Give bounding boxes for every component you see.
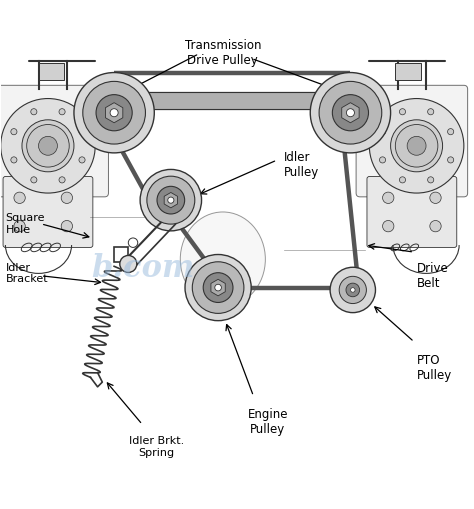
Circle shape — [79, 157, 85, 163]
Circle shape — [61, 220, 73, 232]
Circle shape — [391, 120, 443, 172]
Circle shape — [110, 109, 118, 117]
Circle shape — [350, 288, 355, 292]
Bar — [395, 63, 421, 79]
Circle shape — [380, 157, 386, 163]
Text: Transmission
Drive Pulley: Transmission Drive Pulley — [184, 40, 261, 68]
FancyBboxPatch shape — [3, 177, 93, 247]
Polygon shape — [164, 192, 177, 208]
Circle shape — [96, 95, 132, 131]
Circle shape — [215, 284, 221, 291]
Circle shape — [38, 136, 57, 155]
Circle shape — [369, 99, 464, 193]
Circle shape — [120, 256, 137, 272]
Circle shape — [27, 125, 69, 167]
Circle shape — [319, 81, 382, 144]
Circle shape — [400, 177, 406, 183]
Text: Idler
Pulley: Idler Pulley — [284, 151, 319, 179]
Circle shape — [380, 129, 386, 135]
Circle shape — [447, 157, 454, 163]
Text: Engine
Pulley: Engine Pulley — [247, 408, 288, 436]
Circle shape — [0, 99, 95, 193]
Circle shape — [400, 108, 406, 115]
Circle shape — [140, 169, 201, 231]
Circle shape — [346, 109, 355, 117]
Text: Idler Brkt.
Spring: Idler Brkt. Spring — [129, 436, 184, 458]
Circle shape — [79, 129, 85, 135]
FancyBboxPatch shape — [0, 86, 109, 197]
Circle shape — [147, 176, 195, 224]
Circle shape — [168, 197, 174, 203]
Circle shape — [447, 129, 454, 135]
Polygon shape — [211, 279, 225, 296]
Circle shape — [83, 81, 146, 144]
Circle shape — [383, 220, 394, 232]
Bar — [38, 63, 64, 79]
Bar — [114, 247, 128, 262]
Circle shape — [59, 177, 65, 183]
FancyBboxPatch shape — [367, 177, 457, 247]
Circle shape — [346, 283, 360, 297]
Circle shape — [395, 125, 438, 167]
Circle shape — [11, 157, 17, 163]
Circle shape — [157, 186, 185, 214]
Polygon shape — [342, 103, 359, 123]
Text: PTO
Pulley: PTO Pulley — [417, 354, 452, 382]
Text: Drive
Belt: Drive Belt — [417, 262, 448, 290]
Circle shape — [31, 177, 37, 183]
Circle shape — [332, 95, 368, 131]
Circle shape — [203, 273, 233, 302]
Circle shape — [192, 262, 244, 314]
Circle shape — [430, 192, 441, 204]
Circle shape — [14, 192, 25, 204]
Circle shape — [14, 220, 25, 232]
Circle shape — [74, 73, 155, 153]
Circle shape — [61, 192, 73, 204]
Circle shape — [128, 238, 138, 247]
Circle shape — [428, 108, 434, 115]
Circle shape — [428, 177, 434, 183]
Circle shape — [339, 276, 366, 303]
Polygon shape — [105, 103, 123, 123]
FancyBboxPatch shape — [356, 86, 468, 197]
Circle shape — [31, 108, 37, 115]
Circle shape — [330, 267, 375, 313]
Circle shape — [407, 136, 426, 155]
Circle shape — [22, 120, 74, 172]
Circle shape — [11, 129, 17, 135]
Text: b.com: b.com — [91, 253, 194, 284]
Text: Square
Hole: Square Hole — [5, 213, 45, 235]
Circle shape — [430, 220, 441, 232]
Text: Idler
Bracket: Idler Bracket — [5, 263, 48, 284]
Circle shape — [383, 192, 394, 204]
Circle shape — [59, 108, 65, 115]
Circle shape — [310, 73, 391, 153]
Ellipse shape — [180, 212, 265, 306]
Circle shape — [185, 254, 251, 321]
